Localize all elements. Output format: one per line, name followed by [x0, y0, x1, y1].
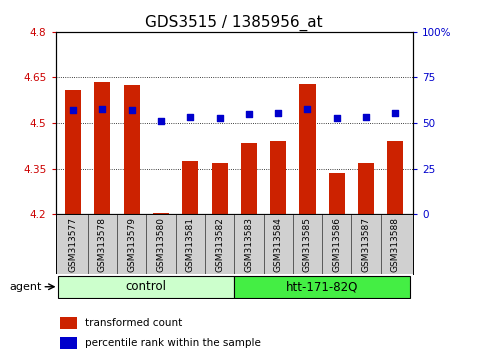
Point: [99, 107, 106, 112]
Bar: [234, 275, 410, 298]
Text: GSM313588: GSM313588: [391, 217, 400, 272]
Point: [128, 107, 136, 113]
Point: [186, 114, 194, 119]
Bar: [94, 82, 111, 214]
Bar: [124, 85, 140, 214]
Bar: [153, 213, 169, 214]
Text: GSM313580: GSM313580: [156, 217, 166, 272]
Point: [216, 115, 224, 120]
Bar: [329, 173, 345, 214]
Point: [362, 114, 370, 119]
Text: GSM313584: GSM313584: [274, 217, 283, 272]
Text: GSM313583: GSM313583: [244, 217, 254, 272]
Bar: [241, 143, 257, 214]
Point: [304, 107, 312, 112]
Text: GSM313582: GSM313582: [215, 217, 224, 272]
Point: [274, 110, 282, 116]
Point: [245, 111, 253, 117]
Bar: [58, 275, 234, 298]
Point: [69, 107, 77, 113]
Bar: [65, 90, 81, 214]
Text: GSM313578: GSM313578: [98, 217, 107, 272]
Text: GSM313581: GSM313581: [186, 217, 195, 272]
Title: GDS3515 / 1385956_at: GDS3515 / 1385956_at: [145, 14, 323, 30]
Point: [333, 116, 341, 121]
Text: htt-171-82Q: htt-171-82Q: [286, 280, 358, 293]
Text: GSM313585: GSM313585: [303, 217, 312, 272]
Bar: [270, 141, 286, 214]
Text: percentile rank within the sample: percentile rank within the sample: [85, 338, 261, 348]
Text: GSM313577: GSM313577: [69, 217, 78, 272]
Text: GSM313587: GSM313587: [362, 217, 370, 272]
Text: control: control: [126, 280, 167, 293]
Bar: [182, 161, 199, 214]
Text: agent: agent: [10, 282, 42, 292]
Bar: [358, 162, 374, 214]
Bar: [212, 162, 227, 214]
Bar: [60, 337, 77, 349]
Text: transformed count: transformed count: [85, 318, 183, 329]
Point: [392, 110, 399, 116]
Bar: [299, 84, 315, 214]
Bar: [60, 318, 77, 329]
Bar: [387, 141, 403, 214]
Point: [157, 118, 165, 124]
Text: GSM313586: GSM313586: [332, 217, 341, 272]
Text: GSM313579: GSM313579: [127, 217, 136, 272]
